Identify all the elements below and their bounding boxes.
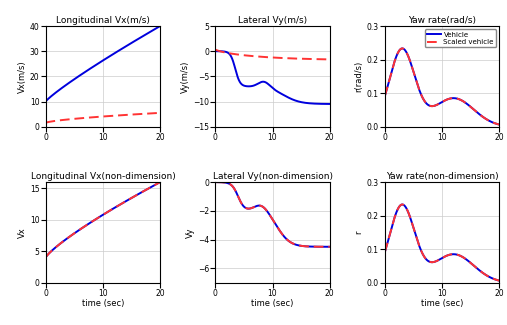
X-axis label: time (sec): time (sec) — [82, 299, 124, 308]
Scaled vehicle — [496, 123, 502, 126]
Y-axis label: r: r — [355, 231, 364, 234]
Y-axis label: Vx(m/s): Vx(m/s) — [18, 60, 27, 93]
Vehicle — [471, 108, 477, 112]
Vehicle — [496, 123, 502, 126]
Title: Longitudinal Vx(non-dimension): Longitudinal Vx(non-dimension) — [30, 172, 175, 181]
Scaled vehicle — [432, 103, 439, 107]
Scaled vehicle — [428, 104, 434, 108]
Scaled vehicle — [460, 99, 466, 103]
Y-axis label: Vy(m/s): Vy(m/s) — [181, 60, 190, 93]
Scaled vehicle — [393, 54, 400, 58]
Vehicle — [460, 99, 466, 103]
Vehicle — [474, 110, 480, 114]
Line: Vehicle: Vehicle — [385, 48, 499, 124]
Scaled vehicle — [471, 108, 477, 112]
Title: Yaw rate(rad/s): Yaw rate(rad/s) — [408, 16, 476, 25]
Y-axis label: Vy: Vy — [186, 227, 195, 238]
Y-axis label: r(rad/s): r(rad/s) — [355, 61, 364, 92]
Vehicle — [393, 54, 400, 58]
Title: Yaw rate(non-dimension): Yaw rate(non-dimension) — [386, 172, 498, 181]
Line: Scaled vehicle: Scaled vehicle — [385, 48, 499, 124]
X-axis label: time (sec): time (sec) — [421, 299, 463, 308]
Scaled vehicle — [382, 94, 388, 98]
Title: Lateral Vy(non-dimension): Lateral Vy(non-dimension) — [212, 172, 333, 181]
Scaled vehicle — [399, 46, 405, 50]
Legend: Vehicle, Scaled vehicle: Vehicle, Scaled vehicle — [425, 30, 496, 47]
Scaled vehicle — [474, 110, 480, 114]
Title: Lateral Vy(m/s): Lateral Vy(m/s) — [238, 16, 307, 25]
Title: Longitudinal Vx(m/s): Longitudinal Vx(m/s) — [56, 16, 150, 25]
X-axis label: time (sec): time (sec) — [251, 299, 294, 308]
Vehicle — [432, 103, 439, 107]
Y-axis label: Vx: Vx — [18, 227, 27, 238]
Vehicle — [428, 104, 434, 108]
Vehicle — [399, 46, 405, 50]
Vehicle — [382, 94, 388, 98]
